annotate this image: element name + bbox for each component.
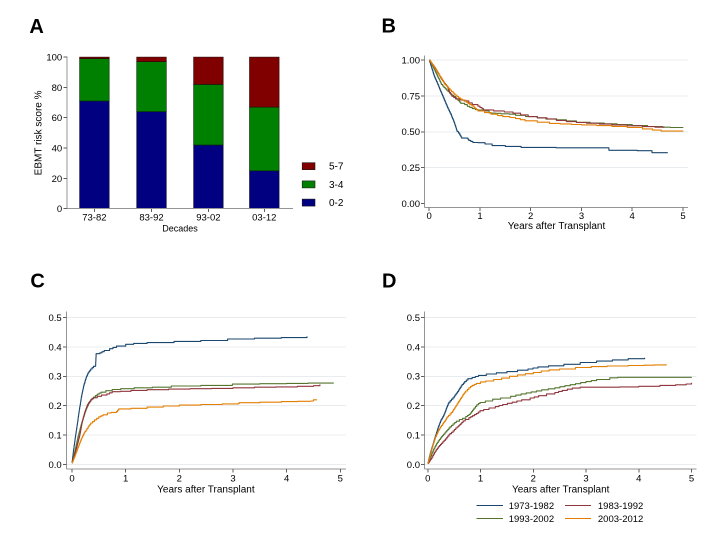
svg-text:1973-1982: 1973-1982 xyxy=(509,501,554,512)
svg-text:0: 0 xyxy=(69,474,74,485)
svg-text:2: 2 xyxy=(528,211,533,222)
svg-text:0.50: 0.50 xyxy=(402,127,421,138)
svg-text:0.75: 0.75 xyxy=(402,91,421,102)
svg-text:0.2: 0.2 xyxy=(48,401,61,412)
svg-text:1: 1 xyxy=(477,211,482,222)
svg-text:5: 5 xyxy=(689,474,694,485)
svg-text:4: 4 xyxy=(630,211,635,222)
svg-text:73-82: 73-82 xyxy=(82,213,106,224)
svg-text:0.3: 0.3 xyxy=(407,372,420,383)
svg-text:1: 1 xyxy=(123,474,128,485)
svg-text:1: 1 xyxy=(478,474,483,485)
svg-text:0.0: 0.0 xyxy=(48,460,61,471)
svg-text:0.3: 0.3 xyxy=(48,372,61,383)
svg-text:2: 2 xyxy=(531,474,536,485)
svg-text:0.5: 0.5 xyxy=(48,313,61,324)
svg-text:4: 4 xyxy=(284,474,289,485)
svg-text:C: C xyxy=(30,271,44,293)
svg-text:60: 60 xyxy=(52,113,63,124)
svg-text:3: 3 xyxy=(579,211,584,222)
svg-text:Years after Transplant: Years after Transplant xyxy=(508,221,606,232)
svg-text:0: 0 xyxy=(427,211,432,222)
svg-text:3-4: 3-4 xyxy=(329,180,344,191)
svg-text:1993-2002: 1993-2002 xyxy=(509,514,554,525)
svg-text:5: 5 xyxy=(680,211,685,222)
svg-text:Decades: Decades xyxy=(162,224,198,234)
svg-text:80: 80 xyxy=(52,83,63,94)
svg-text:0.1: 0.1 xyxy=(407,430,420,441)
svg-text:0.0: 0.0 xyxy=(407,460,420,471)
svg-text:1983-1992: 1983-1992 xyxy=(598,501,643,512)
svg-text:EBMT risk score %: EBMT risk score % xyxy=(34,90,45,175)
svg-text:1.00: 1.00 xyxy=(402,56,421,67)
svg-text:3: 3 xyxy=(583,474,588,485)
svg-text:0.25: 0.25 xyxy=(402,163,421,174)
svg-text:Years after Transplant: Years after Transplant xyxy=(512,484,610,495)
svg-text:D: D xyxy=(382,271,396,293)
svg-text:93-02: 93-02 xyxy=(196,213,220,224)
svg-text:0-2: 0-2 xyxy=(329,198,344,209)
svg-text:A: A xyxy=(29,16,43,38)
svg-text:0.00: 0.00 xyxy=(402,199,421,210)
svg-text:2: 2 xyxy=(177,474,182,485)
svg-text:20: 20 xyxy=(52,174,63,185)
svg-text:3: 3 xyxy=(230,474,235,485)
svg-text:4: 4 xyxy=(636,474,641,485)
svg-text:0.1: 0.1 xyxy=(48,430,61,441)
svg-text:83-92: 83-92 xyxy=(139,213,163,224)
svg-text:5: 5 xyxy=(338,474,343,485)
svg-text:0.2: 0.2 xyxy=(407,401,420,412)
svg-text:0: 0 xyxy=(425,474,430,485)
svg-text:03-12: 03-12 xyxy=(252,213,276,224)
svg-text:0.4: 0.4 xyxy=(48,342,61,353)
svg-text:0.5: 0.5 xyxy=(407,313,420,324)
svg-text:0.4: 0.4 xyxy=(407,342,420,353)
svg-text:B: B xyxy=(382,16,396,38)
svg-text:100: 100 xyxy=(46,53,62,64)
svg-text:2003-2012: 2003-2012 xyxy=(598,514,643,525)
svg-text:40: 40 xyxy=(52,144,63,155)
svg-text:5-7: 5-7 xyxy=(329,162,344,173)
svg-text:Years after Transplant: Years after Transplant xyxy=(157,484,255,495)
svg-text:0: 0 xyxy=(57,204,62,215)
